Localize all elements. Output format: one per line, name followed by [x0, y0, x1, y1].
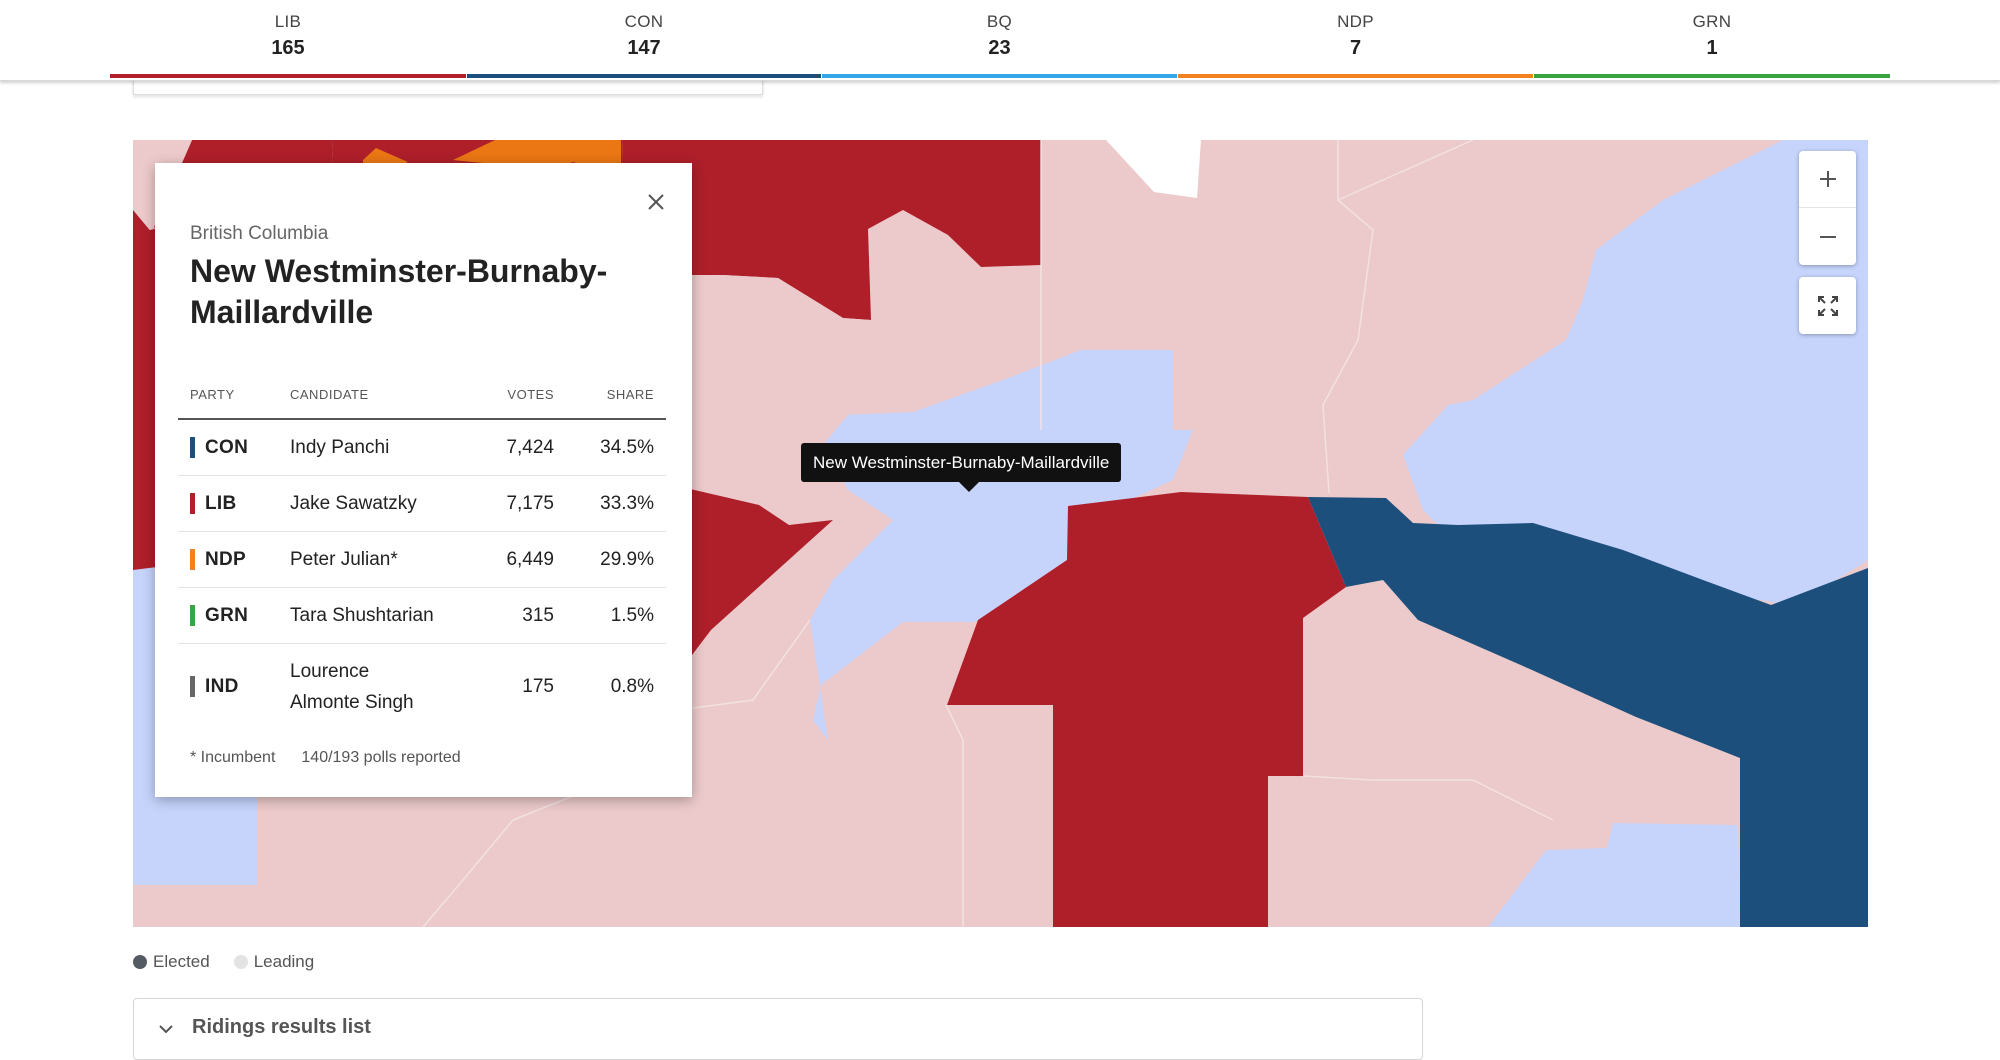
- fullscreen-icon: [1817, 295, 1838, 316]
- header-party: PARTY: [178, 371, 290, 420]
- riding-ndp-elected[interactable]: [453, 140, 621, 178]
- tally-party-label: CON: [624, 12, 664, 31]
- close-button[interactable]: [639, 185, 673, 219]
- tally-party-label: NDP: [1337, 12, 1374, 31]
- candidate-name: Lourence Almonte Singh: [290, 660, 414, 713]
- legend-dot: [133, 955, 147, 969]
- riding-title: New Westminster-Burnaby-Maillardville: [190, 253, 608, 330]
- party-code: IND: [205, 675, 239, 697]
- fullscreen-button[interactable]: [1799, 277, 1856, 334]
- party-color-swatch: [190, 605, 195, 626]
- party-code: CON: [205, 436, 249, 458]
- tally-con: CON 147: [467, 0, 821, 78]
- candidate-name: Indy Panchi: [290, 419, 454, 476]
- tally-seat-count: 7: [1349, 37, 1362, 59]
- chevron-down-icon: [159, 1025, 173, 1034]
- vote-share: 33.3%: [554, 475, 666, 532]
- legend-item-elected: Elected: [133, 952, 210, 972]
- table-row: GRN Tara Shushtarian 315 1.5%: [178, 587, 666, 644]
- table-row: LIB Jake Sawatzky 7,175 33.3%: [178, 475, 666, 532]
- tally-seat-count: 1: [1706, 37, 1718, 59]
- header-votes: VOTES: [454, 371, 554, 420]
- header-share: SHARE: [554, 371, 666, 420]
- party-tally-bar: LIB 165 CON 147 BQ 23 NDP 7 GRN 1: [0, 0, 2000, 81]
- tally-seat-count: 147: [627, 37, 661, 59]
- tally-seat-count: 23: [988, 37, 1011, 59]
- vote-count: 6,449: [454, 531, 554, 588]
- vote-count: 175: [522, 675, 554, 697]
- party-color-swatch: [190, 549, 195, 570]
- tally-party-label: BQ: [986, 12, 1013, 31]
- vote-count: 315: [454, 587, 554, 644]
- party-color-swatch: [190, 493, 195, 514]
- plus-icon: [1819, 171, 1836, 187]
- party-color-swatch: [190, 676, 195, 697]
- popup-footer: * Incumbent 140/193 polls reported: [190, 749, 461, 767]
- table-row: NDP Peter Julian* 6,449 29.9%: [178, 531, 666, 588]
- vote-count: 7,175: [454, 475, 554, 532]
- close-icon: [648, 194, 664, 210]
- map-legend: Elected Leading: [133, 952, 338, 972]
- results-table: PARTY CANDIDATE VOTES SHARE CON Indy Pan…: [178, 371, 666, 729]
- riding-lib-elected[interactable]: [1053, 776, 1268, 927]
- riding-con-leading[interactable]: [1403, 140, 1868, 610]
- collapsed-card-edge: [133, 78, 763, 95]
- zoom-out-button[interactable]: [1799, 208, 1856, 265]
- vote-share: 0.8%: [610, 675, 654, 697]
- riding-lib-elected[interactable]: [621, 140, 1041, 320]
- table-header-row: PARTY CANDIDATE VOTES SHARE: [178, 371, 666, 420]
- tally-grn: GRN 1: [1534, 0, 1890, 78]
- ridings-results-accordion[interactable]: Ridings results list: [133, 998, 1423, 1060]
- zoom-controls: [1799, 151, 1856, 265]
- legend-label: Leading: [253, 952, 315, 971]
- tally-ndp: NDP 7: [1178, 0, 1533, 78]
- table-row: CON Indy Panchi 7,424 34.5%: [178, 419, 666, 476]
- zoom-in-button[interactable]: [1799, 151, 1856, 208]
- candidate-name: Tara Shushtarian: [290, 587, 454, 644]
- party-code: GRN: [205, 604, 249, 626]
- vote-share: 1.5%: [554, 587, 666, 644]
- party-color-swatch: [190, 437, 195, 458]
- riding-con-leading[interactable]: [1488, 823, 1740, 927]
- tally-party-label: GRN: [1692, 12, 1732, 31]
- riding-results-popup: British Columbia New Westminster-Burnaby…: [155, 163, 692, 797]
- riding-hover-tooltip: New Westminster-Burnaby-Maillardville: [801, 443, 1122, 492]
- party-code: LIB: [205, 492, 237, 514]
- accordion-label: Ridings results list: [192, 1016, 371, 1038]
- tally-party-label: LIB: [274, 12, 302, 31]
- tally-bq: BQ 23: [822, 0, 1177, 78]
- tally-lib: LIB 165: [110, 0, 466, 78]
- riding-con-elected[interactable]: [1308, 497, 1868, 927]
- map-no-data-area: [1106, 140, 1201, 198]
- incumbent-note: * Incumbent: [190, 749, 276, 766]
- vote-share: 29.9%: [554, 531, 666, 588]
- candidate-name: Jake Sawatzky: [290, 475, 454, 532]
- vote-count: 7,424: [454, 419, 554, 476]
- header-candidate: CANDIDATE: [290, 371, 454, 420]
- vote-share: 34.5%: [554, 419, 666, 476]
- legend-dot: [233, 955, 248, 969]
- polls-reported: 140/193 polls reported: [301, 749, 461, 766]
- party-code: NDP: [205, 548, 247, 570]
- minus-icon: [1819, 235, 1836, 238]
- legend-label: Elected: [153, 952, 210, 971]
- legend-item-leading: Leading: [233, 952, 315, 972]
- candidate-name: Peter Julian*: [290, 531, 454, 588]
- riding-lib-elected[interactable]: [133, 210, 153, 240]
- table-row: IND Lourence Almonte Singh 175 0.8%: [178, 644, 666, 730]
- province-label: British Columbia: [190, 223, 329, 244]
- tally-seat-count: 165: [271, 37, 305, 59]
